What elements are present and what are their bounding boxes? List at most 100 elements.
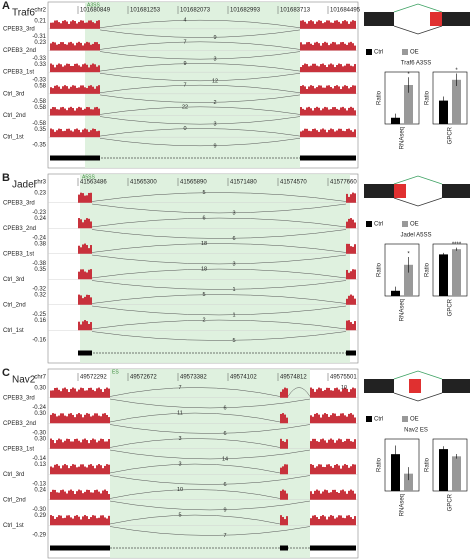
track-name: Ctrl_3rd (3, 277, 24, 283)
coverage (64, 491, 66, 500)
coverage (80, 85, 82, 94)
coverage (70, 441, 72, 449)
schem-line (393, 25, 443, 35)
coverage (68, 42, 70, 51)
junction-count: 3 (213, 122, 216, 128)
coverage (326, 42, 328, 51)
track-name: Ctrl_2nd (3, 113, 26, 119)
coverage (54, 107, 56, 116)
coverage (352, 441, 354, 449)
coverage (350, 41, 352, 51)
coverage (74, 21, 76, 29)
coverage (72, 441, 74, 449)
schem-exon (364, 184, 394, 198)
coverage (76, 438, 78, 449)
coverage (90, 20, 92, 29)
coverage (94, 88, 96, 94)
coverage (348, 490, 350, 500)
coverage (326, 464, 328, 475)
coverage (88, 248, 90, 254)
junction-count: 10 (341, 385, 347, 391)
coverage (96, 518, 98, 526)
coverage (68, 468, 70, 475)
coverage (306, 128, 308, 138)
coordinate: 41577660 (330, 180, 357, 186)
coverage (92, 86, 94, 94)
coverage (86, 218, 88, 229)
chart-frame (384, 438, 420, 492)
coverage (104, 465, 106, 475)
coverage (314, 515, 316, 526)
coverage (342, 489, 344, 500)
coverage (326, 20, 328, 29)
coverage (316, 21, 318, 29)
coverage (282, 441, 284, 449)
junction-count: 5 (232, 338, 235, 344)
coverage (76, 491, 78, 500)
coverage (78, 466, 80, 475)
coverage (334, 413, 336, 424)
track-name: Ctrl_1st (3, 135, 24, 141)
panel-label: B (2, 172, 10, 184)
coverage (90, 44, 92, 51)
junction-count: 3 (178, 436, 181, 442)
coverage (86, 440, 88, 449)
coverage (56, 517, 58, 526)
coverage (96, 86, 98, 94)
coverage (66, 44, 68, 51)
junction-count: 3 (213, 57, 216, 63)
coverage (350, 21, 352, 29)
junction-arc (91, 305, 347, 316)
coverage (314, 413, 316, 424)
track-name: Ctrl_2nd (3, 497, 26, 503)
coverage (96, 489, 98, 500)
coverage (314, 438, 316, 449)
coverage (96, 388, 98, 398)
coverage (334, 388, 336, 398)
coverage (334, 20, 336, 29)
coverage (354, 269, 356, 280)
coverage (88, 42, 90, 51)
coverage (98, 20, 100, 29)
coverage (336, 65, 338, 73)
coverage (72, 66, 74, 73)
junction-count: 5 (202, 292, 205, 298)
coverage (316, 517, 318, 526)
y-axis-label: Ratio (425, 457, 431, 472)
coverage (320, 388, 322, 398)
exon (310, 545, 356, 551)
coverage (312, 388, 314, 398)
coverage (80, 42, 82, 51)
legend-swatch (366, 221, 372, 227)
schem-line (393, 392, 443, 402)
coverage (56, 416, 58, 424)
track-name: CPEB3_3rd (3, 26, 35, 32)
coverage (346, 464, 348, 475)
coverage (100, 416, 102, 424)
junction-count: 18 (201, 241, 207, 247)
coverage (92, 128, 94, 138)
coverage (306, 42, 308, 51)
coverage (322, 438, 324, 449)
coverage (78, 413, 80, 424)
coverage (100, 493, 102, 500)
coverage (94, 490, 96, 500)
coverage (350, 466, 352, 475)
coverage (96, 106, 98, 116)
coverage (72, 414, 74, 424)
track-max: 0.23 (34, 191, 46, 197)
coverage (348, 196, 350, 203)
coverage (80, 269, 82, 280)
significance: * (455, 68, 458, 74)
coverage (354, 464, 356, 475)
coverage (84, 87, 86, 94)
track-min: -0.58 (32, 99, 46, 105)
coverage (50, 87, 52, 94)
coverage (318, 441, 320, 449)
coverage (352, 269, 354, 280)
coverage (310, 85, 312, 94)
junction-arc (91, 294, 347, 304)
track-max: 0.30 (34, 386, 46, 392)
junction-count: 5 (202, 190, 205, 196)
track-min: -0.25 (32, 312, 46, 318)
